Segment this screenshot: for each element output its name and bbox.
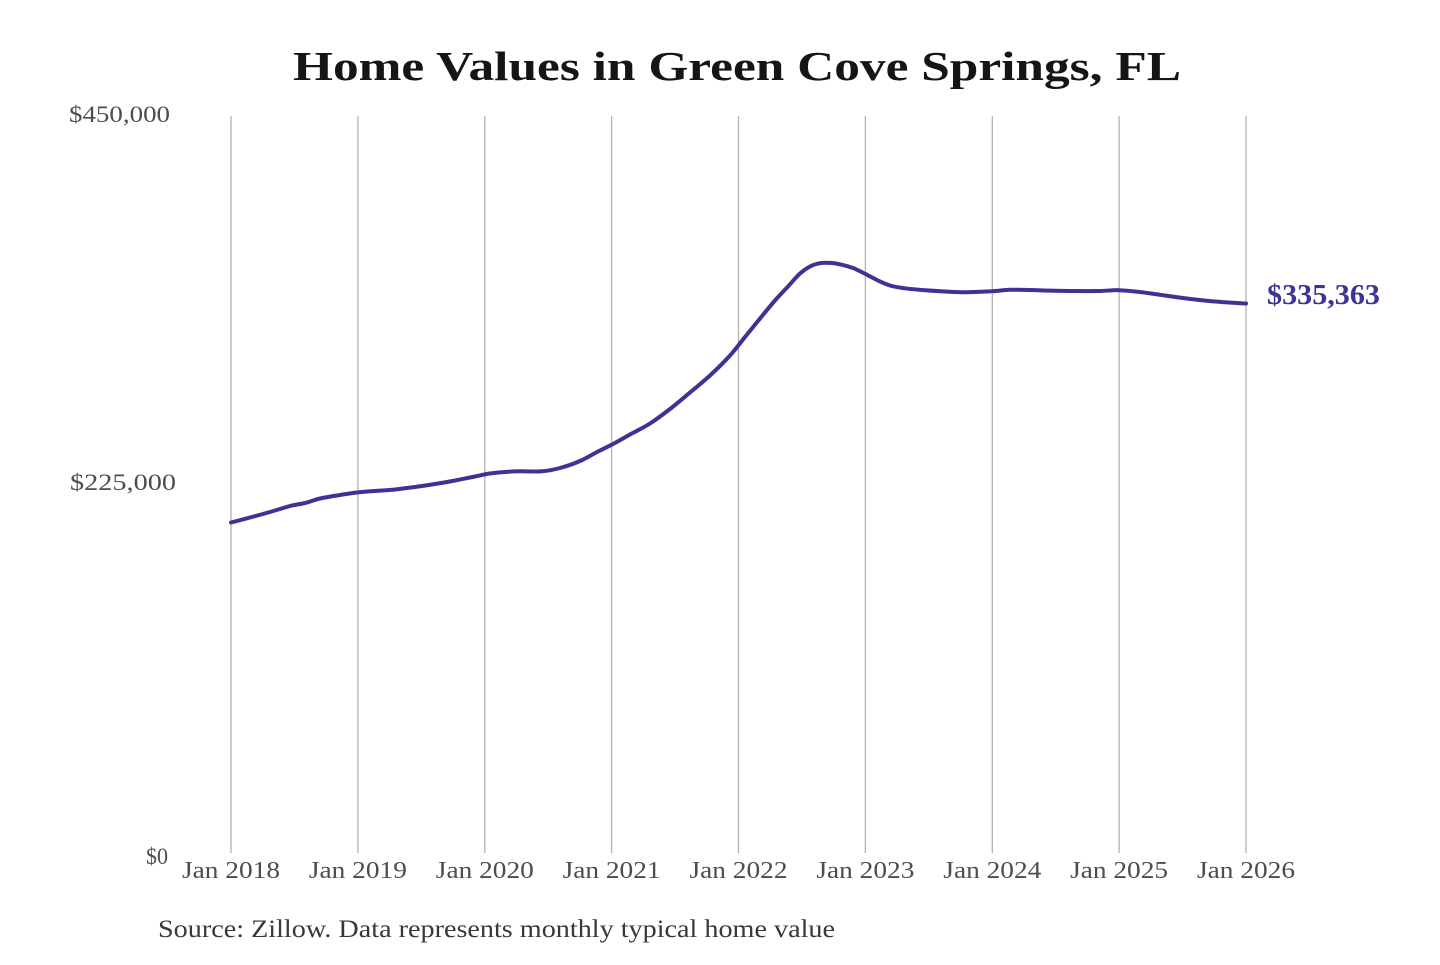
svg-text:Jan 2026: Jan 2026 [1197,858,1295,884]
svg-text:$225,000: $225,000 [70,470,176,495]
svg-text:Jan 2022: Jan 2022 [690,858,788,884]
svg-text:Jan 2025: Jan 2025 [1070,858,1168,884]
svg-text:$450,000: $450,000 [69,102,170,127]
svg-text:Jan 2019: Jan 2019 [309,858,407,884]
svg-text:Jan 2024: Jan 2024 [943,858,1041,884]
svg-text:Jan 2018: Jan 2018 [182,858,280,884]
svg-text:Jan 2021: Jan 2021 [563,858,661,884]
svg-text:Source: Zillow. Data represent: Source: Zillow. Data represents monthly … [158,916,835,943]
svg-text:Jan 2023: Jan 2023 [816,858,914,884]
svg-text:$0: $0 [146,844,168,869]
svg-text:Jan 2020: Jan 2020 [436,858,534,884]
svg-text:Home Values in Green Cove Spri: Home Values in Green Cove Springs, FL [293,43,1181,89]
svg-text:$335,363: $335,363 [1267,279,1380,311]
